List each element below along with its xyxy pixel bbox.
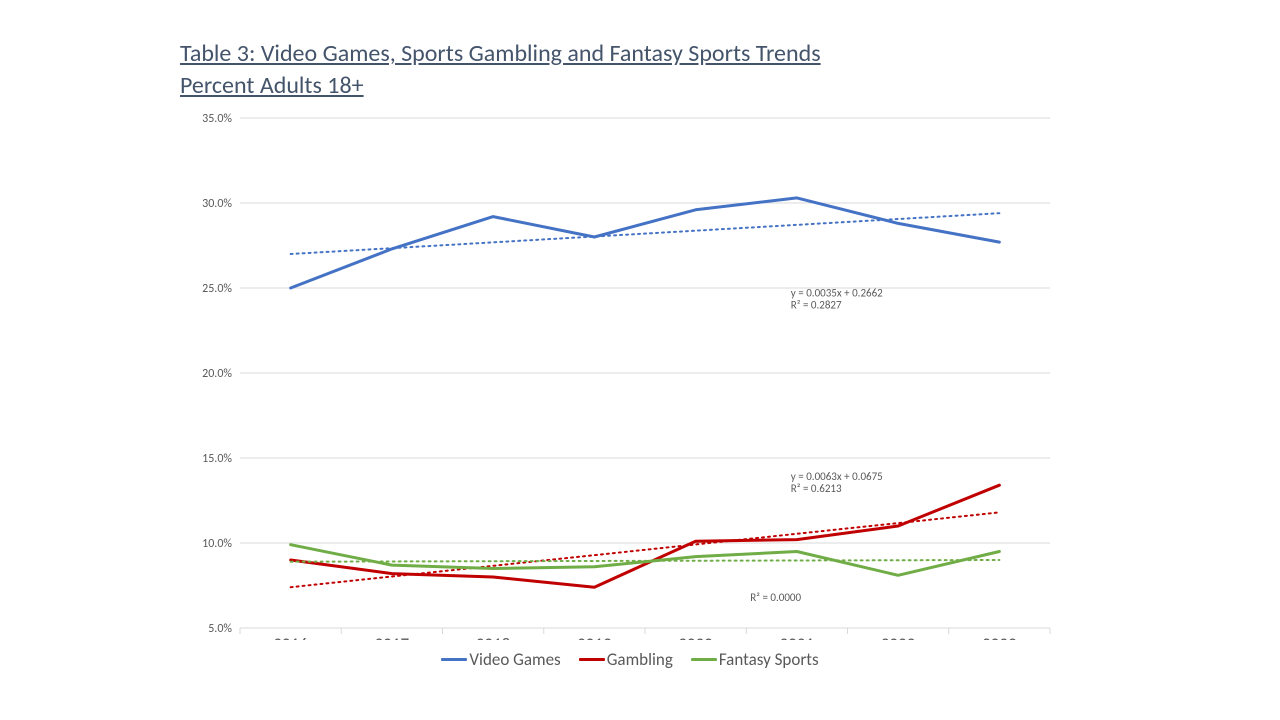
series-line (291, 485, 1000, 587)
x-tick-label: 2016 (273, 634, 308, 640)
y-tick-label: 5.0% (208, 622, 232, 636)
legend-item: Fantasy Sports (691, 649, 819, 670)
chart-area: 5.0% 10.0% 15.0% 20.0% 25.0% 30.0% 35.0% 2016 20… (180, 110, 1080, 670)
x-tick-label: 2022 (881, 634, 915, 640)
x-tick-label: 2020 (678, 634, 713, 640)
trendline (291, 512, 1000, 587)
trend-r2: R² = 0.0000 (750, 591, 801, 604)
legend-label: Fantasy Sports (719, 649, 819, 670)
series-line (291, 198, 1000, 288)
legend-label: Video Games (469, 649, 560, 670)
y-tick-label: 15.0% (202, 452, 232, 466)
legend-swatch (691, 658, 717, 661)
legend: Video Games Gambling Fantasy Sports (180, 649, 1080, 670)
legend-swatch (441, 658, 467, 661)
chart-title-block: Table 3: Video Games, Sports Gambling an… (180, 38, 821, 103)
chart-svg: 5.0% 10.0% 15.0% 20.0% 25.0% 30.0% 35.0% 2016 20… (180, 110, 1080, 640)
trend-r2: R² = 0.6213 (791, 482, 842, 495)
x-tick-label: 2018 (476, 634, 510, 640)
y-tick-label: 20.0% (202, 367, 232, 381)
legend-item: Gambling (579, 649, 673, 670)
trend-r2: R² = 0.2827 (791, 299, 842, 312)
legend-label: Gambling (607, 649, 673, 670)
trendline (291, 560, 1000, 562)
legend-item: Video Games (441, 649, 560, 670)
y-tick-label: 10.0% (202, 537, 232, 551)
x-tick-label: 2017 (375, 634, 410, 640)
x-tick-label: 2021 (780, 634, 814, 640)
chart-title-line2: Percent Adults 18+ (180, 70, 821, 102)
x-tick-label: 2023 (982, 634, 1016, 640)
y-tick-label: 25.0% (202, 282, 232, 296)
x-tick-label: 2019 (577, 634, 612, 640)
legend-swatch (579, 658, 605, 661)
chart-title-line1: Table 3: Video Games, Sports Gambling an… (180, 38, 821, 70)
y-tick-label: 30.0% (202, 197, 232, 211)
y-tick-label: 35.0% (202, 112, 232, 126)
